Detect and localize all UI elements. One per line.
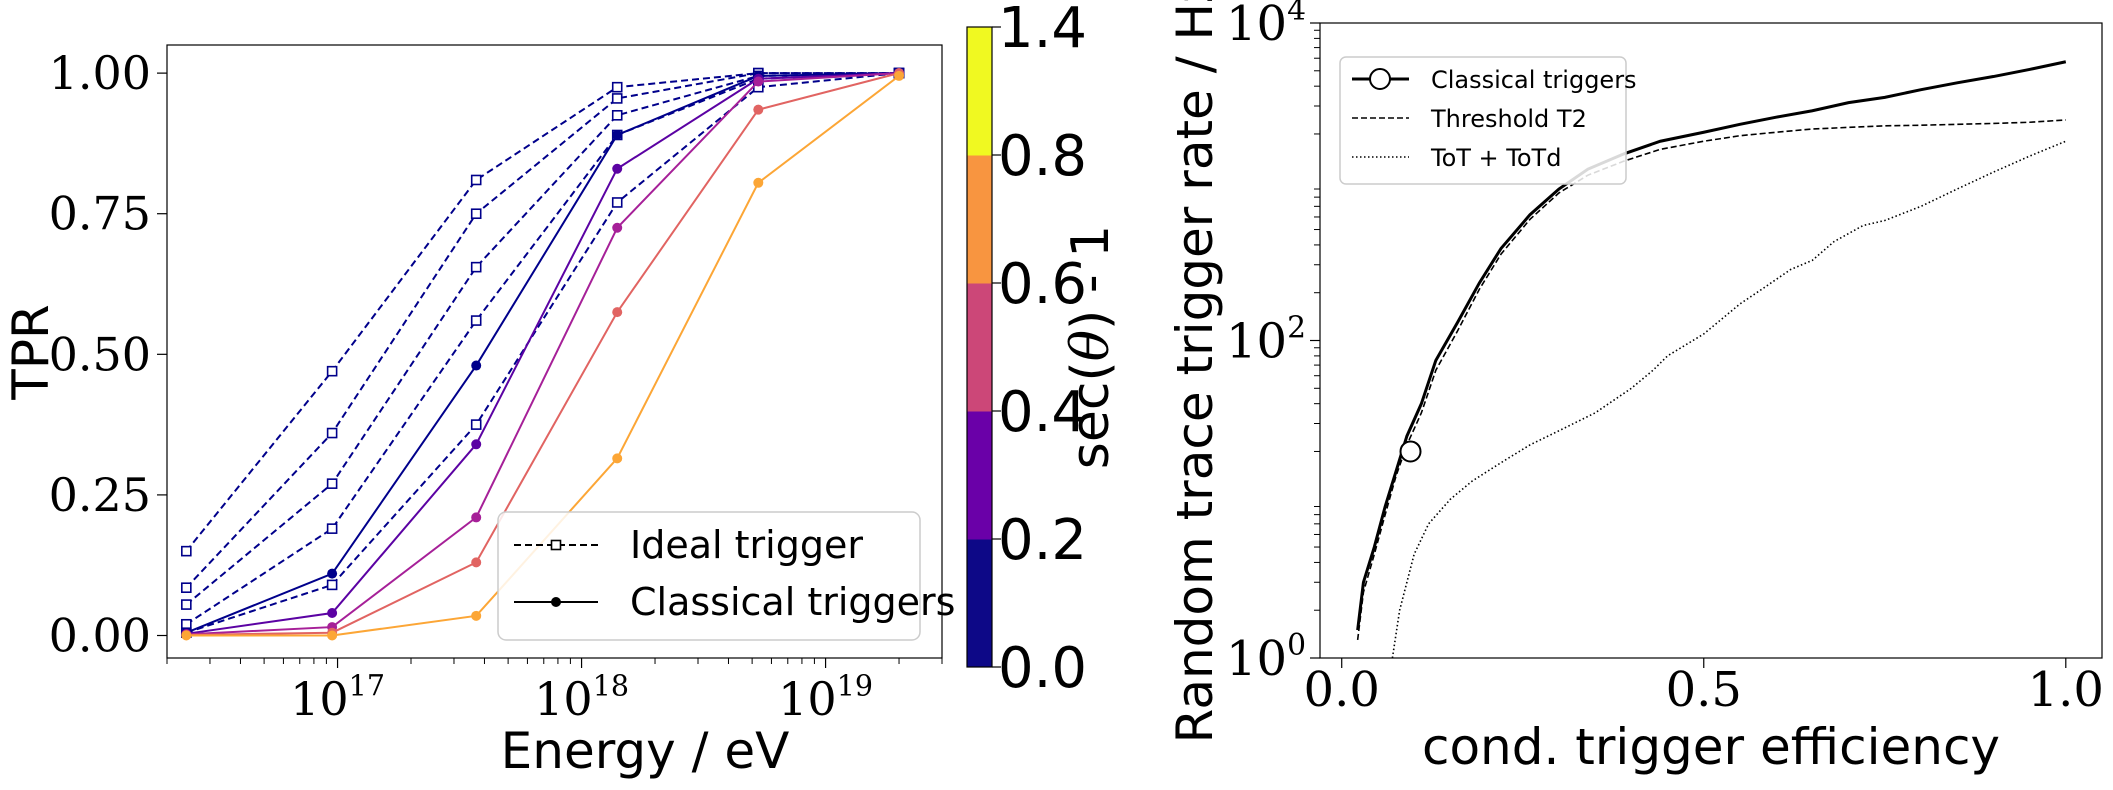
classical-point [894,70,905,81]
legend-classical-label: Classical triggers [630,580,955,624]
colorbar-bin [967,539,992,668]
legend-ideal-label: Ideal trigger [630,523,863,567]
classical-point [612,453,623,464]
colorbar-label: sec(θ) - 1 [1061,225,1121,469]
ideal-point [611,109,623,121]
x-tick-label: 0.5 [1666,662,1742,718]
trigger-rate-vs-efficiency-chart: 0.0 0.5 1.0 100 102 104 cond. trigger efficien… [1166,0,2104,776]
ideal-point [326,427,338,439]
classical-point [612,222,623,233]
classical-point [471,360,482,371]
legend-box [1339,56,1627,185]
ideal-series-line [185,72,900,589]
classical-point [471,557,482,568]
classical-point [612,163,623,174]
zenith-colorbar: 0.0 0.2 0.4 0.6 0.8 1.4 sec(θ) - 1 [966,0,1121,701]
ideal-point [326,365,338,377]
ideal-point [470,419,482,430]
ideal-point [326,478,338,489]
legend-threshold-label: Threshold T2 [1430,105,1587,133]
colorbar-tick-label: 0.4 [998,380,1087,445]
legend-tot-label: ToT + ToTd [1430,144,1561,172]
ideal-series-line [186,72,900,634]
classical-series-line [186,72,900,636]
tpr-vs-energy-chart: 1017 1018 1019 0.00 0.25 0.50 0.75 1.00 Energy /… [2,44,955,780]
dashed-series-line [1356,119,2066,641]
ideal-point [470,208,482,220]
colorbar-bin [967,155,992,284]
classical-series-line [186,72,900,636]
legend-classical-marker [1369,68,1391,90]
y-tick-label: 1.00 [49,46,151,100]
y-axis-label: Random trace trigger rate / Hz [1166,0,1224,743]
classical-point [612,307,623,318]
legend-classical-marker [551,597,561,607]
colorbar-bin [967,27,992,156]
ideal-point [470,261,482,273]
y-tick-label: 0.75 [49,187,151,241]
y-axis-label: TPR [2,304,60,400]
x-tick-label: 1.0 [2028,662,2104,718]
ideal-point [326,523,338,534]
classical-point [327,568,338,579]
x-tick-label: 1019 [778,670,873,726]
classical-point [753,104,764,115]
ideal-point [181,599,192,610]
plot-frame [166,44,943,659]
classical-point [753,76,764,87]
ideal-series-line [185,72,900,552]
classical-point [471,439,482,450]
ideal-point [470,174,482,186]
classical-point [471,610,482,621]
y-tick-label: 102 [1226,310,1306,369]
y-tick-label: 0.00 [49,609,151,663]
ideal-point [181,582,192,594]
legend-ideal-marker [550,539,562,551]
x-tick-label: 0.0 [1304,662,1380,718]
ideal-point [470,315,482,326]
legend: Ideal trigger Classical triggers [497,511,955,641]
colorbar-tick-label: 0.6 [998,252,1087,317]
ideal-point [611,197,623,208]
ideal-series-line [185,72,900,626]
classical-point [471,512,482,523]
classical-trigger-marker [1399,440,1422,463]
ideal-point [611,81,623,93]
y-tick-label: 100 [1226,628,1306,687]
colorbar-bin [967,411,992,540]
plot-area [181,67,905,641]
classical-point [181,630,192,641]
ideal-point [611,93,623,104]
dotted-series-line [1391,140,2067,658]
y-tick-label: 104 [1226,0,1306,52]
legend-box [497,511,921,641]
colorbar-tick-label: 0.2 [998,508,1087,573]
colorbar-tick-label: 0.8 [998,124,1087,189]
x-axis-label: cond. trigger efficiency [1422,718,2000,776]
classical-point [612,129,623,140]
x-tick-label: 1017 [290,670,385,726]
x-tick-label: 1018 [534,670,629,726]
legend-classical-label: Classical triggers [1431,66,1637,94]
colorbar-tick-label: 1.4 [998,0,1087,61]
legend: Classical triggers Threshold T2 ToT + ToTd [1339,56,1637,185]
classical-point [753,177,764,188]
x-axis-label: Energy / eV [501,722,790,780]
colorbar-bin [967,283,992,412]
classical-series-line [186,72,900,635]
colorbar-tick-label: 0.0 [998,636,1087,701]
classical-series-line [185,72,900,634]
classical-point [327,608,338,619]
colorbar-frame [966,26,993,668]
ideal-point [181,545,192,557]
ideal-point [326,579,338,591]
y-tick-label: 0.50 [49,327,151,381]
y-tick-label: 0.25 [49,468,151,522]
classical-point [327,630,338,641]
